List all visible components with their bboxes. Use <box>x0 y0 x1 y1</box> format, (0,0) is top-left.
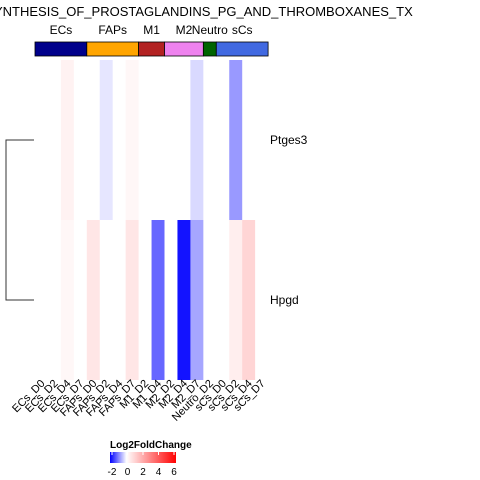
heatmap-cell <box>35 220 49 380</box>
heatmap-cell <box>151 220 165 380</box>
heatmap-cell <box>86 60 101 220</box>
heatmap-cell <box>190 60 204 220</box>
group-bar-scs <box>215 41 269 57</box>
heatmap-cell <box>151 60 165 220</box>
group-bar-faps <box>86 41 140 57</box>
group-bar-m1 <box>138 41 165 57</box>
group-label-scs: sCs <box>232 23 253 37</box>
heatmap-cell <box>255 220 269 380</box>
legend-tick-label: 6 <box>171 467 177 478</box>
heatmap-cell <box>60 220 75 380</box>
group-label-m1: M1 <box>143 23 160 37</box>
heatmap-cell <box>138 60 152 220</box>
group-label-faps: FAPs <box>98 23 127 37</box>
row-label: Ptges3 <box>270 133 308 147</box>
heatmap-cell <box>86 220 101 380</box>
group-bar-ecs <box>34 41 88 57</box>
heatmap-cell <box>99 220 113 380</box>
row-label: Hpgd <box>270 293 299 307</box>
group-bar-m2 <box>164 41 204 57</box>
heatmap-cell <box>138 220 152 380</box>
legend-tick-label: 0 <box>125 467 131 478</box>
heatmap-cell <box>216 60 230 220</box>
heatmap-cell <box>177 220 191 380</box>
heatmap-cell <box>190 220 204 380</box>
heatmap-cell <box>112 60 126 220</box>
heatmap-cell <box>164 60 178 220</box>
heatmap-cell <box>112 220 126 380</box>
heatmap-cell <box>177 60 191 220</box>
legend-title: Log2FoldChange <box>110 440 192 451</box>
heatmap-cell <box>125 220 139 380</box>
legend-tick-label: 2 <box>140 467 146 478</box>
heatmap-cell <box>164 220 178 380</box>
heatmap-cell <box>47 60 62 220</box>
heatmap-cell <box>203 220 217 380</box>
heatmap-cell <box>242 220 256 380</box>
heatmap-cell <box>73 220 88 380</box>
row-dendrogram <box>5 139 34 301</box>
group-label-m2: M2 <box>176 23 193 37</box>
heatmap-cell <box>203 60 217 220</box>
heatmap-cell <box>229 60 243 220</box>
heatmap-cell <box>255 60 269 220</box>
heatmap-cell <box>60 60 75 220</box>
heatmap-cell <box>216 220 230 380</box>
heatmap-cell <box>125 60 139 220</box>
legend-color-bar <box>110 452 176 463</box>
legend-tick-label: 4 <box>156 467 162 478</box>
group-bar-neutro <box>202 41 217 57</box>
legend-tick-label: -2 <box>108 467 117 478</box>
heatmap-cell <box>242 60 256 220</box>
heatmap-cell <box>99 60 113 220</box>
group-label-neutro: Neutro <box>192 23 228 37</box>
heatmap-cell <box>229 220 243 380</box>
chart-title: YNTHESIS_OF_PROSTAGLANDINS_PG_AND_THROMB… <box>0 4 413 19</box>
heatmap-cell <box>47 220 62 380</box>
heatmap-cell <box>35 60 49 220</box>
group-label-ecs: ECs <box>50 23 73 37</box>
heatmap-cell <box>73 60 88 220</box>
